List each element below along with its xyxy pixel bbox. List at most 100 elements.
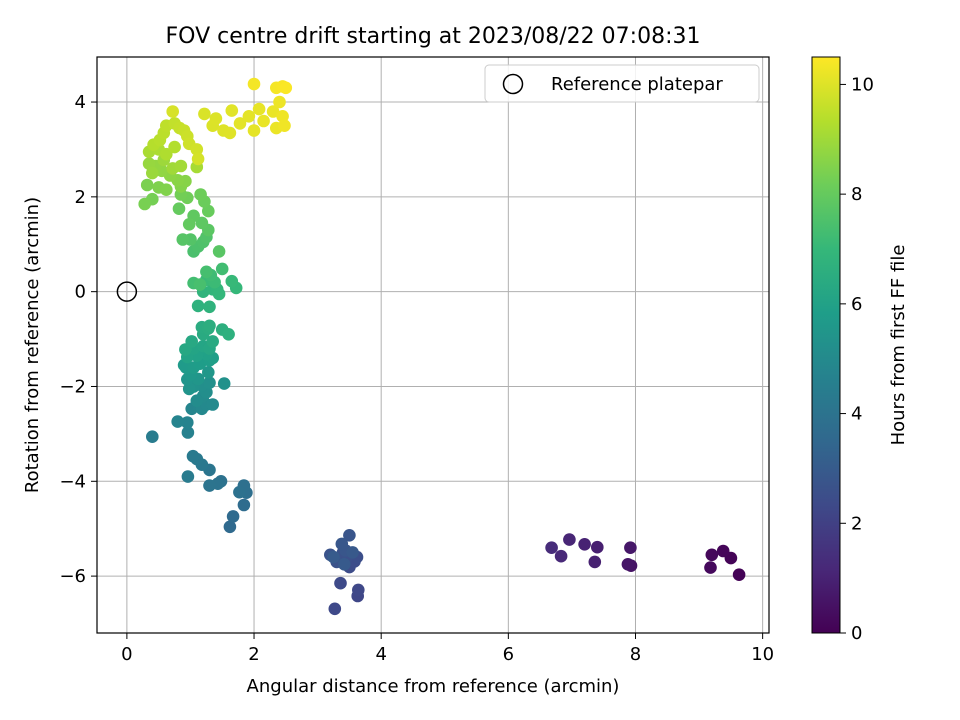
reference-platepar-marker bbox=[116, 281, 138, 302]
data-point bbox=[194, 188, 207, 201]
y-tick-label: 2 bbox=[75, 187, 86, 208]
data-point bbox=[138, 197, 151, 211]
data-point bbox=[193, 278, 207, 291]
data-point bbox=[343, 529, 356, 542]
data-point bbox=[185, 335, 198, 348]
data-point bbox=[166, 105, 179, 118]
data-point bbox=[276, 110, 289, 123]
colorbar-tick-label: 8 bbox=[851, 184, 862, 205]
data-point bbox=[545, 541, 558, 554]
data-point bbox=[182, 382, 196, 396]
data-point bbox=[621, 558, 635, 571]
legend: Reference platepar bbox=[484, 64, 760, 103]
data-point bbox=[624, 541, 637, 554]
y-axis-ticks: −6 −4 −2 0 2 4 bbox=[59, 92, 97, 587]
data-point bbox=[186, 449, 200, 463]
x-axis-ticks: 0 2 4 6 8 10 bbox=[121, 633, 774, 665]
data-point bbox=[181, 416, 194, 429]
data-point bbox=[563, 533, 576, 546]
data-point bbox=[242, 110, 256, 123]
colorbar-ticks: 0 2 4 6 8 10 bbox=[840, 74, 874, 644]
plot-frame bbox=[96, 56, 770, 634]
data-point bbox=[252, 102, 266, 116]
data-point bbox=[247, 124, 261, 137]
data-point bbox=[352, 583, 365, 597]
legend-box bbox=[484, 64, 760, 103]
data-point bbox=[554, 549, 568, 563]
data-point bbox=[191, 299, 205, 313]
data-point bbox=[206, 335, 219, 348]
data-point bbox=[146, 166, 159, 180]
colorbar-tick-label: 10 bbox=[851, 74, 874, 95]
colorbar-tick-label: 2 bbox=[851, 513, 862, 534]
data-point bbox=[278, 119, 291, 132]
data-point bbox=[181, 426, 195, 439]
data-point bbox=[338, 558, 351, 571]
data-point bbox=[279, 81, 293, 95]
data-point bbox=[202, 366, 215, 379]
data-point bbox=[237, 498, 251, 512]
data-point bbox=[146, 430, 159, 444]
data-point bbox=[704, 561, 717, 574]
data-point bbox=[172, 202, 186, 215]
data-point bbox=[591, 540, 604, 554]
data-point bbox=[174, 159, 188, 173]
reference-layer bbox=[116, 281, 138, 302]
data-point bbox=[578, 538, 591, 551]
data-point bbox=[191, 152, 205, 166]
data-point bbox=[212, 245, 226, 258]
data-point bbox=[160, 147, 173, 161]
data-point bbox=[176, 233, 190, 246]
data-point bbox=[190, 394, 204, 408]
data-point bbox=[223, 520, 237, 534]
data-point bbox=[200, 265, 213, 279]
data-point bbox=[732, 568, 746, 581]
data-point bbox=[182, 218, 196, 231]
data-point bbox=[233, 485, 246, 499]
data-point bbox=[181, 470, 195, 483]
data-point bbox=[327, 550, 340, 564]
data-point bbox=[266, 105, 280, 118]
x-tick-label: 8 bbox=[630, 644, 641, 665]
data-point bbox=[217, 377, 231, 390]
colorbar-tick-label: 4 bbox=[851, 404, 862, 425]
data-point bbox=[168, 140, 181, 154]
data-point bbox=[247, 77, 261, 91]
data-point bbox=[716, 544, 730, 558]
data-point bbox=[215, 262, 229, 276]
y-tick-label: −4 bbox=[59, 471, 86, 492]
data-point bbox=[190, 143, 204, 156]
x-tick-label: 10 bbox=[751, 644, 774, 665]
legend-marker bbox=[502, 73, 524, 95]
data-point bbox=[257, 114, 270, 128]
data-point bbox=[140, 178, 154, 192]
colorbar-label: Hours from first FF file bbox=[888, 245, 909, 446]
data-point bbox=[222, 328, 235, 341]
data-point bbox=[588, 555, 602, 569]
y-tick-label: −2 bbox=[59, 376, 86, 397]
legend-label: Reference platepar bbox=[551, 74, 723, 95]
data-point bbox=[223, 126, 237, 140]
data-point bbox=[171, 415, 184, 428]
data-point bbox=[233, 117, 247, 130]
data-point bbox=[328, 602, 342, 616]
data-point bbox=[198, 107, 211, 121]
x-axis-label: Angular distance from reference (arcmin) bbox=[247, 676, 620, 697]
x-tick-label: 6 bbox=[503, 644, 514, 665]
data-point bbox=[160, 183, 173, 196]
data-point bbox=[203, 300, 216, 314]
x-tick-label: 2 bbox=[248, 644, 259, 665]
data-point bbox=[273, 95, 286, 109]
data-point bbox=[225, 274, 239, 288]
data-point bbox=[203, 376, 216, 390]
y-tick-label: 0 bbox=[75, 282, 86, 303]
colorbar-tick-label: 0 bbox=[851, 623, 862, 644]
y-axis-label: Rotation from reference (arcmin) bbox=[22, 197, 43, 493]
x-tick-label: 0 bbox=[121, 644, 132, 665]
data-point bbox=[212, 287, 226, 301]
data-point bbox=[203, 319, 216, 333]
data-point bbox=[334, 576, 347, 590]
data-point bbox=[206, 398, 219, 411]
x-tick-label: 4 bbox=[375, 644, 386, 665]
